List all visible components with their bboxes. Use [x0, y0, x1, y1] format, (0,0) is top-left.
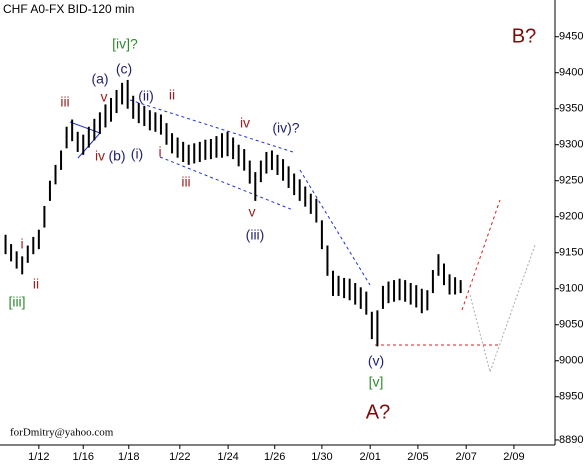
wave-label: A? — [366, 401, 390, 423]
layout-lines — [0, 0, 556, 446]
wave-label: (iii) — [246, 227, 265, 243]
wave-label: [v] — [369, 374, 384, 390]
y-tick-label: 9450 — [559, 31, 583, 43]
wave-label: ii — [33, 276, 39, 292]
x-tick-label: 2/09 — [503, 451, 524, 463]
y-tick-label: 9350 — [559, 103, 583, 115]
wave-label: [iv]? — [112, 36, 138, 52]
wave-label: B? — [512, 25, 536, 47]
wave-label: i — [20, 236, 23, 252]
x-tick-label: 2/07 — [455, 451, 476, 463]
wave-label: (b) — [108, 148, 125, 164]
y-tick-label: 8950 — [559, 391, 583, 403]
chart-title: CHF A0-FX BID-120 min — [3, 2, 134, 16]
wave-label: [iii] — [8, 294, 25, 310]
wave-label: (v) — [368, 353, 384, 369]
x-tick-label: 1/30 — [311, 451, 332, 463]
x-tick-label: 2/01 — [359, 451, 380, 463]
footer: forDmitry@yahoo.com — [10, 427, 114, 439]
x-tick-label: 1/18 — [118, 451, 139, 463]
wave-label: (iv)? — [272, 120, 299, 136]
wave-label: iii — [60, 94, 69, 110]
y-tick-label: 9250 — [559, 175, 583, 187]
y-tick-label: 9050 — [559, 319, 583, 331]
y-tick-label: 9100 — [559, 283, 583, 295]
y-tick-label: 9150 — [559, 247, 583, 259]
x-tick-label: 1/26 — [264, 451, 285, 463]
x-tick-label: 1/12 — [28, 451, 49, 463]
wave-label: v — [249, 204, 256, 220]
wave-label: i — [158, 144, 161, 160]
x-tick-label: 1/22 — [169, 451, 190, 463]
wave-label: (a) — [91, 71, 108, 87]
y-tick-label: 9300 — [559, 139, 583, 151]
x-tick-label: 2/05 — [407, 451, 428, 463]
wave-label: (ii) — [138, 88, 154, 104]
wave-label: (i) — [131, 146, 143, 162]
wave-label: ii — [169, 87, 175, 103]
wave-label: v — [101, 89, 108, 105]
y-tick-label: 9000 — [559, 355, 583, 367]
wave-label: iv — [240, 115, 250, 131]
wave-label: iii — [181, 174, 190, 190]
x-tick-label: 1/24 — [217, 451, 238, 463]
wave-label: (c) — [116, 61, 132, 77]
y-tick-label: 8890 — [559, 434, 583, 446]
wave-label: iv — [95, 148, 105, 164]
x-tick-label: 1/16 — [73, 451, 94, 463]
y-tick-label: 9200 — [559, 211, 583, 223]
y-tick-label: 9400 — [559, 67, 583, 79]
